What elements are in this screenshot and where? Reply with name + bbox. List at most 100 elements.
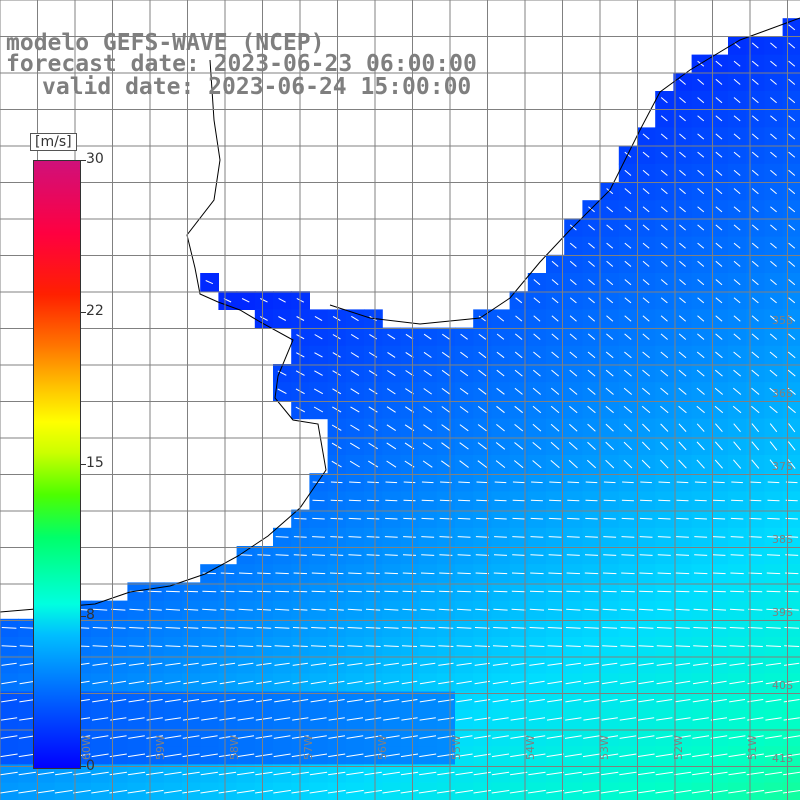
wind-arrow: [330, 517, 343, 520]
wind-arrow: [255, 789, 273, 794]
wind-arrow: [473, 771, 491, 776]
wind-arrow: [401, 680, 418, 685]
wind-arrow: [715, 224, 723, 231]
wind-arrow: [494, 481, 507, 484]
wind-arrow: [588, 260, 595, 267]
wind-arrow: [585, 517, 598, 520]
wind-arrow: [693, 662, 709, 666]
wind-arrow: [641, 387, 651, 395]
wind-arrow: [364, 789, 382, 794]
wind-arrow: [273, 753, 291, 758]
wind-arrow: [275, 554, 289, 556]
wind-arrow: [459, 460, 469, 468]
wind-arrow: [331, 424, 342, 431]
wind-arrow: [660, 97, 668, 104]
wind-arrow: [679, 133, 686, 140]
wind-arrow: [788, 188, 796, 195]
wind-arrow: [421, 499, 434, 502]
wind-arrow: [348, 572, 362, 575]
wind-arrow: [587, 333, 596, 340]
wind-arrow: [675, 554, 690, 556]
wind-arrow: [619, 789, 637, 794]
wind-arrow: [512, 554, 526, 556]
wind-arrow: [200, 789, 219, 794]
colorbar-tick-mark: [80, 464, 86, 465]
wind-arrow: [641, 405, 651, 414]
wind-arrow: [569, 260, 577, 267]
wind-arrow: [530, 536, 544, 538]
wind-arrow: [711, 590, 726, 593]
wind-arrow: [567, 499, 580, 502]
wind-arrow: [128, 680, 145, 685]
wind-arrow: [788, 60, 796, 67]
wind-arrow: [510, 717, 527, 721]
wind-arrow: [732, 387, 742, 395]
wind-arrow: [238, 572, 253, 575]
wind-arrow: [769, 459, 778, 469]
wind-arrow: [529, 662, 545, 666]
wind-arrow: [660, 297, 668, 304]
wind-arrow: [656, 662, 672, 666]
wind-arrow: [460, 369, 469, 377]
wind-arrow: [733, 42, 741, 49]
wind-arrow: [164, 717, 182, 721]
wind-arrow: [200, 753, 218, 758]
wind-arrow: [733, 224, 741, 231]
wind-arrow: [583, 680, 600, 685]
wind-arrow: [239, 554, 253, 556]
wind-arrow: [384, 554, 398, 556]
wind-arrow: [255, 771, 273, 776]
wind-arrow: [460, 351, 469, 359]
wind-arrow: [202, 590, 217, 593]
wind-arrow: [784, 645, 800, 647]
wind-arrow: [255, 753, 273, 758]
wind-arrow: [770, 169, 777, 176]
wind-arrow: [728, 753, 746, 758]
wind-arrow: [492, 645, 509, 647]
wind-arrow: [346, 699, 363, 703]
wind-arrow: [456, 699, 473, 703]
wind-arrow: [769, 423, 778, 433]
wind-arrow: [366, 572, 380, 575]
coastline-east: [329, 17, 800, 325]
wind-arrow: [693, 572, 708, 575]
wind-arrow: [183, 627, 199, 629]
wind-arrow: [551, 369, 560, 377]
wind-arrow: [748, 536, 762, 538]
wind-arrow: [493, 572, 508, 575]
wind-arrow: [514, 424, 524, 432]
wind-arrow: [770, 260, 777, 267]
wind-arrow: [642, 242, 650, 249]
wind-arrow: [637, 771, 655, 776]
wind-arrow: [582, 753, 601, 758]
wind-arrow: [782, 789, 800, 794]
wind-arrow: [710, 753, 728, 758]
wind-arrow: [568, 441, 578, 450]
wind-arrow: [219, 680, 236, 685]
wind-arrow: [368, 424, 378, 431]
wind-arrow: [751, 78, 759, 85]
wind-arrow: [346, 771, 364, 776]
wind-arrow: [715, 78, 723, 85]
wind-arrow: [711, 608, 727, 611]
wind-arrow: [710, 771, 728, 776]
wind-arrow: [110, 627, 126, 629]
wind-arrow: [529, 627, 545, 629]
wind-arrow: [655, 789, 674, 794]
wind-arrow: [327, 789, 346, 794]
wind-arrow: [386, 388, 396, 395]
wind-arrow: [309, 753, 328, 758]
wind-arrow: [219, 717, 236, 721]
wind-arrow: [401, 662, 418, 666]
wind-arrow: [638, 627, 654, 629]
wind-arrow: [642, 279, 650, 286]
wind-arrow: [583, 735, 600, 739]
wind-arrow: [550, 441, 560, 450]
wind-arrow: [588, 224, 595, 231]
wind-arrow: [624, 260, 632, 267]
wind-arrow: [91, 717, 109, 721]
colorbar-tick-label: 8: [86, 607, 95, 623]
wind-arrow: [332, 406, 342, 413]
wind-arrow: [679, 242, 686, 249]
